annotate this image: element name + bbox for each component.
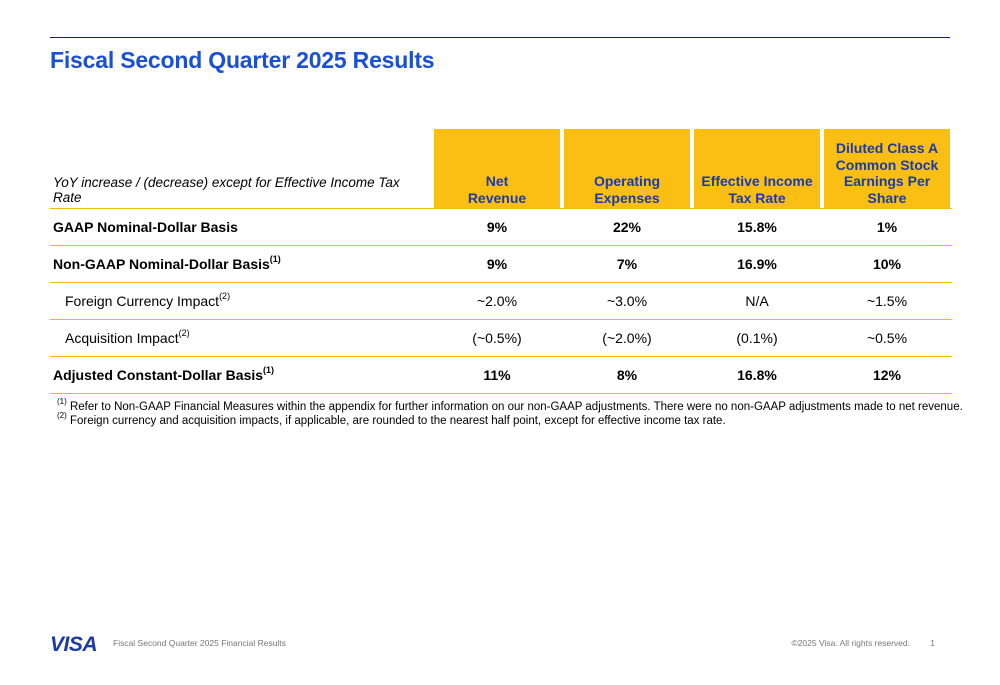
footer-copyright: ©2025 Visa. All rights reserved. xyxy=(791,638,910,648)
row-label: Foreign Currency Impact(2) xyxy=(65,291,231,309)
results-table: YoY increase / (decrease) except for Eff… xyxy=(50,129,952,394)
table-row: Non-GAAP Nominal-Dollar Basis(1) 9% 7% 1… xyxy=(50,246,952,283)
header-effective-income-tax-rate: Effective Income Tax Rate xyxy=(694,129,820,208)
table-cell: 9% xyxy=(486,256,508,272)
footer: VISA Fiscal Second Quarter 2025 Financia… xyxy=(50,633,950,657)
table-cell: 12% xyxy=(872,367,902,383)
table-cell: ~0.5% xyxy=(866,330,908,346)
table-cell: (0.1%) xyxy=(736,330,778,346)
table-cell: ~2.0% xyxy=(476,293,518,309)
table-cell: 7% xyxy=(616,256,638,272)
footnote-2: (2) Foreign currency and acquisition imp… xyxy=(57,410,726,427)
page-number: 1 xyxy=(930,638,935,648)
table-caption: YoY increase / (decrease) except for Eff… xyxy=(53,175,400,205)
header-diluted-eps: Diluted Class A Common Stock Earnings Pe… xyxy=(824,129,950,208)
table-cell: 16.8% xyxy=(737,367,777,383)
footnote-1: (1) Refer to Non-GAAP Financial Measures… xyxy=(57,397,963,413)
table-cell: 11% xyxy=(483,367,511,383)
visa-logo: VISA xyxy=(50,633,98,656)
table-cell: 8% xyxy=(616,367,638,383)
table-row: Acquisition Impact(2) (~0.5%) (~2.0%) (0… xyxy=(50,320,952,357)
table-header-row: YoY increase / (decrease) except for Eff… xyxy=(50,129,952,209)
table-row: Foreign Currency Impact(2) ~2.0% ~3.0% N… xyxy=(50,283,952,320)
table-cell: (~0.5%) xyxy=(472,330,522,346)
table-cell: 15.8% xyxy=(737,219,777,235)
page-title: Fiscal Second Quarter 2025 Results xyxy=(50,47,435,73)
row-label: GAAP Nominal-Dollar Basis xyxy=(53,219,238,235)
row-label: Non-GAAP Nominal-Dollar Basis(1) xyxy=(53,254,281,272)
table-cell: ~1.5% xyxy=(866,293,908,309)
table-cell: 9% xyxy=(486,219,508,235)
table-cell: 10% xyxy=(872,256,902,272)
table-cell: N/A xyxy=(745,293,769,309)
header-net-revenue: Net Revenue xyxy=(434,129,560,208)
header-operating-expenses: Operating Expenses xyxy=(564,129,690,208)
table-cell: 16.9% xyxy=(737,256,777,272)
footer-doc-title: Fiscal Second Quarter 2025 Financial Res… xyxy=(113,638,286,648)
row-label: Acquisition Impact(2) xyxy=(65,328,190,346)
table-cell: (~2.0%) xyxy=(602,330,652,346)
table-cell: ~3.0% xyxy=(606,293,648,309)
row-label: Adjusted Constant-Dollar Basis(1) xyxy=(53,365,275,383)
table-cell: 1% xyxy=(876,219,898,235)
table-cell: 22% xyxy=(612,219,642,235)
table-row: Adjusted Constant-Dollar Basis(1) 11% 8%… xyxy=(50,357,952,394)
table-row: GAAP Nominal-Dollar Basis 9% 22% 15.8% 1… xyxy=(50,209,952,246)
top-rule xyxy=(50,37,950,38)
footnotes: (1) Refer to Non-GAAP Financial Measures… xyxy=(57,397,963,428)
